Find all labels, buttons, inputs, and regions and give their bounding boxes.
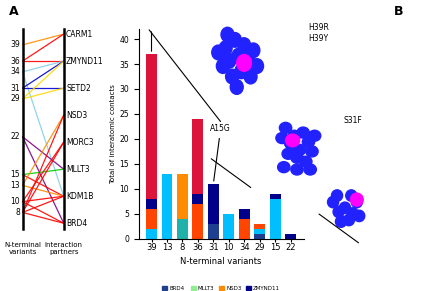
Circle shape [282, 148, 294, 159]
Circle shape [278, 162, 290, 173]
Text: A: A [9, 5, 18, 17]
Circle shape [335, 216, 347, 227]
Circle shape [226, 69, 238, 84]
Bar [270, 199, 281, 239]
Circle shape [308, 130, 321, 141]
Text: S31F: S31F [343, 116, 362, 125]
Bar [239, 209, 250, 219]
Circle shape [244, 69, 257, 84]
Text: NSD3: NSD3 [66, 111, 87, 120]
Text: H39R
H39Y: H39R H39Y [308, 23, 329, 43]
Y-axis label: Total of interatomic contacts: Total of interatomic contacts [110, 84, 116, 184]
Text: MORC3: MORC3 [66, 138, 94, 147]
Text: MLLT3: MLLT3 [66, 165, 90, 174]
Circle shape [333, 206, 344, 218]
Bar [254, 234, 265, 239]
Circle shape [293, 144, 306, 155]
Text: 10: 10 [11, 197, 20, 206]
Bar [177, 219, 188, 239]
Text: 36: 36 [11, 57, 20, 65]
Circle shape [339, 202, 351, 214]
Bar [177, 174, 188, 219]
Bar [192, 204, 203, 239]
Bar [146, 229, 157, 239]
Circle shape [291, 152, 303, 163]
Legend: BRD4, KDM1B, MLLT3, MORC3, NSD3, SETD2, ZMYND11, CARM1: BRD4, KDM1B, MLLT3, MORC3, NSD3, SETD2, … [160, 283, 282, 291]
Text: 15: 15 [11, 170, 20, 179]
Bar [146, 54, 157, 199]
Circle shape [285, 138, 297, 149]
Text: ZMYND11: ZMYND11 [66, 57, 104, 65]
Text: BRD4: BRD4 [66, 219, 87, 228]
Circle shape [286, 134, 300, 147]
Circle shape [354, 210, 365, 222]
Circle shape [221, 27, 234, 42]
Circle shape [351, 193, 363, 206]
Bar [285, 234, 296, 239]
Text: KDM1B: KDM1B [66, 192, 93, 201]
Text: A15G: A15G [210, 124, 231, 181]
Bar [192, 119, 203, 194]
Circle shape [291, 164, 303, 175]
Circle shape [276, 133, 288, 143]
Circle shape [297, 127, 309, 138]
Circle shape [300, 156, 312, 167]
Circle shape [343, 214, 355, 226]
Bar [208, 184, 219, 224]
Bar [192, 194, 203, 204]
Circle shape [228, 33, 242, 47]
Circle shape [212, 45, 225, 60]
Text: 22: 22 [11, 132, 20, 141]
Circle shape [351, 196, 363, 208]
Text: Interaction
partners: Interaction partners [45, 242, 83, 255]
Bar [161, 174, 172, 239]
Circle shape [306, 146, 318, 157]
Text: 29: 29 [11, 95, 20, 103]
Text: B: B [394, 5, 403, 17]
Circle shape [327, 196, 339, 208]
Circle shape [302, 136, 315, 148]
Text: 8: 8 [15, 208, 20, 217]
Circle shape [230, 80, 243, 94]
Bar [239, 219, 250, 239]
Text: SETD2: SETD2 [66, 84, 91, 93]
Text: 34: 34 [11, 68, 20, 77]
Text: CARM1: CARM1 [66, 30, 93, 39]
Circle shape [279, 123, 292, 133]
Circle shape [242, 52, 254, 66]
Circle shape [288, 130, 301, 141]
Circle shape [304, 164, 316, 175]
Circle shape [219, 41, 232, 56]
Bar [224, 214, 234, 239]
Circle shape [251, 59, 264, 73]
Text: 39: 39 [11, 40, 20, 49]
Circle shape [223, 54, 236, 68]
X-axis label: N-terminal variants: N-terminal variants [180, 257, 262, 266]
Text: 13: 13 [11, 181, 20, 190]
Circle shape [346, 190, 357, 201]
Bar [146, 199, 157, 209]
Bar [208, 224, 219, 239]
Bar [146, 209, 157, 229]
Circle shape [347, 208, 359, 219]
Circle shape [238, 38, 251, 52]
Circle shape [331, 190, 343, 201]
Text: 31: 31 [11, 84, 20, 93]
Bar [270, 194, 281, 199]
Bar [254, 229, 265, 234]
Text: N-terminal
variants: N-terminal variants [4, 242, 41, 255]
Circle shape [247, 43, 260, 58]
Bar [254, 224, 265, 229]
Circle shape [232, 48, 245, 63]
Circle shape [235, 64, 248, 79]
Circle shape [237, 54, 252, 71]
Circle shape [216, 59, 229, 73]
